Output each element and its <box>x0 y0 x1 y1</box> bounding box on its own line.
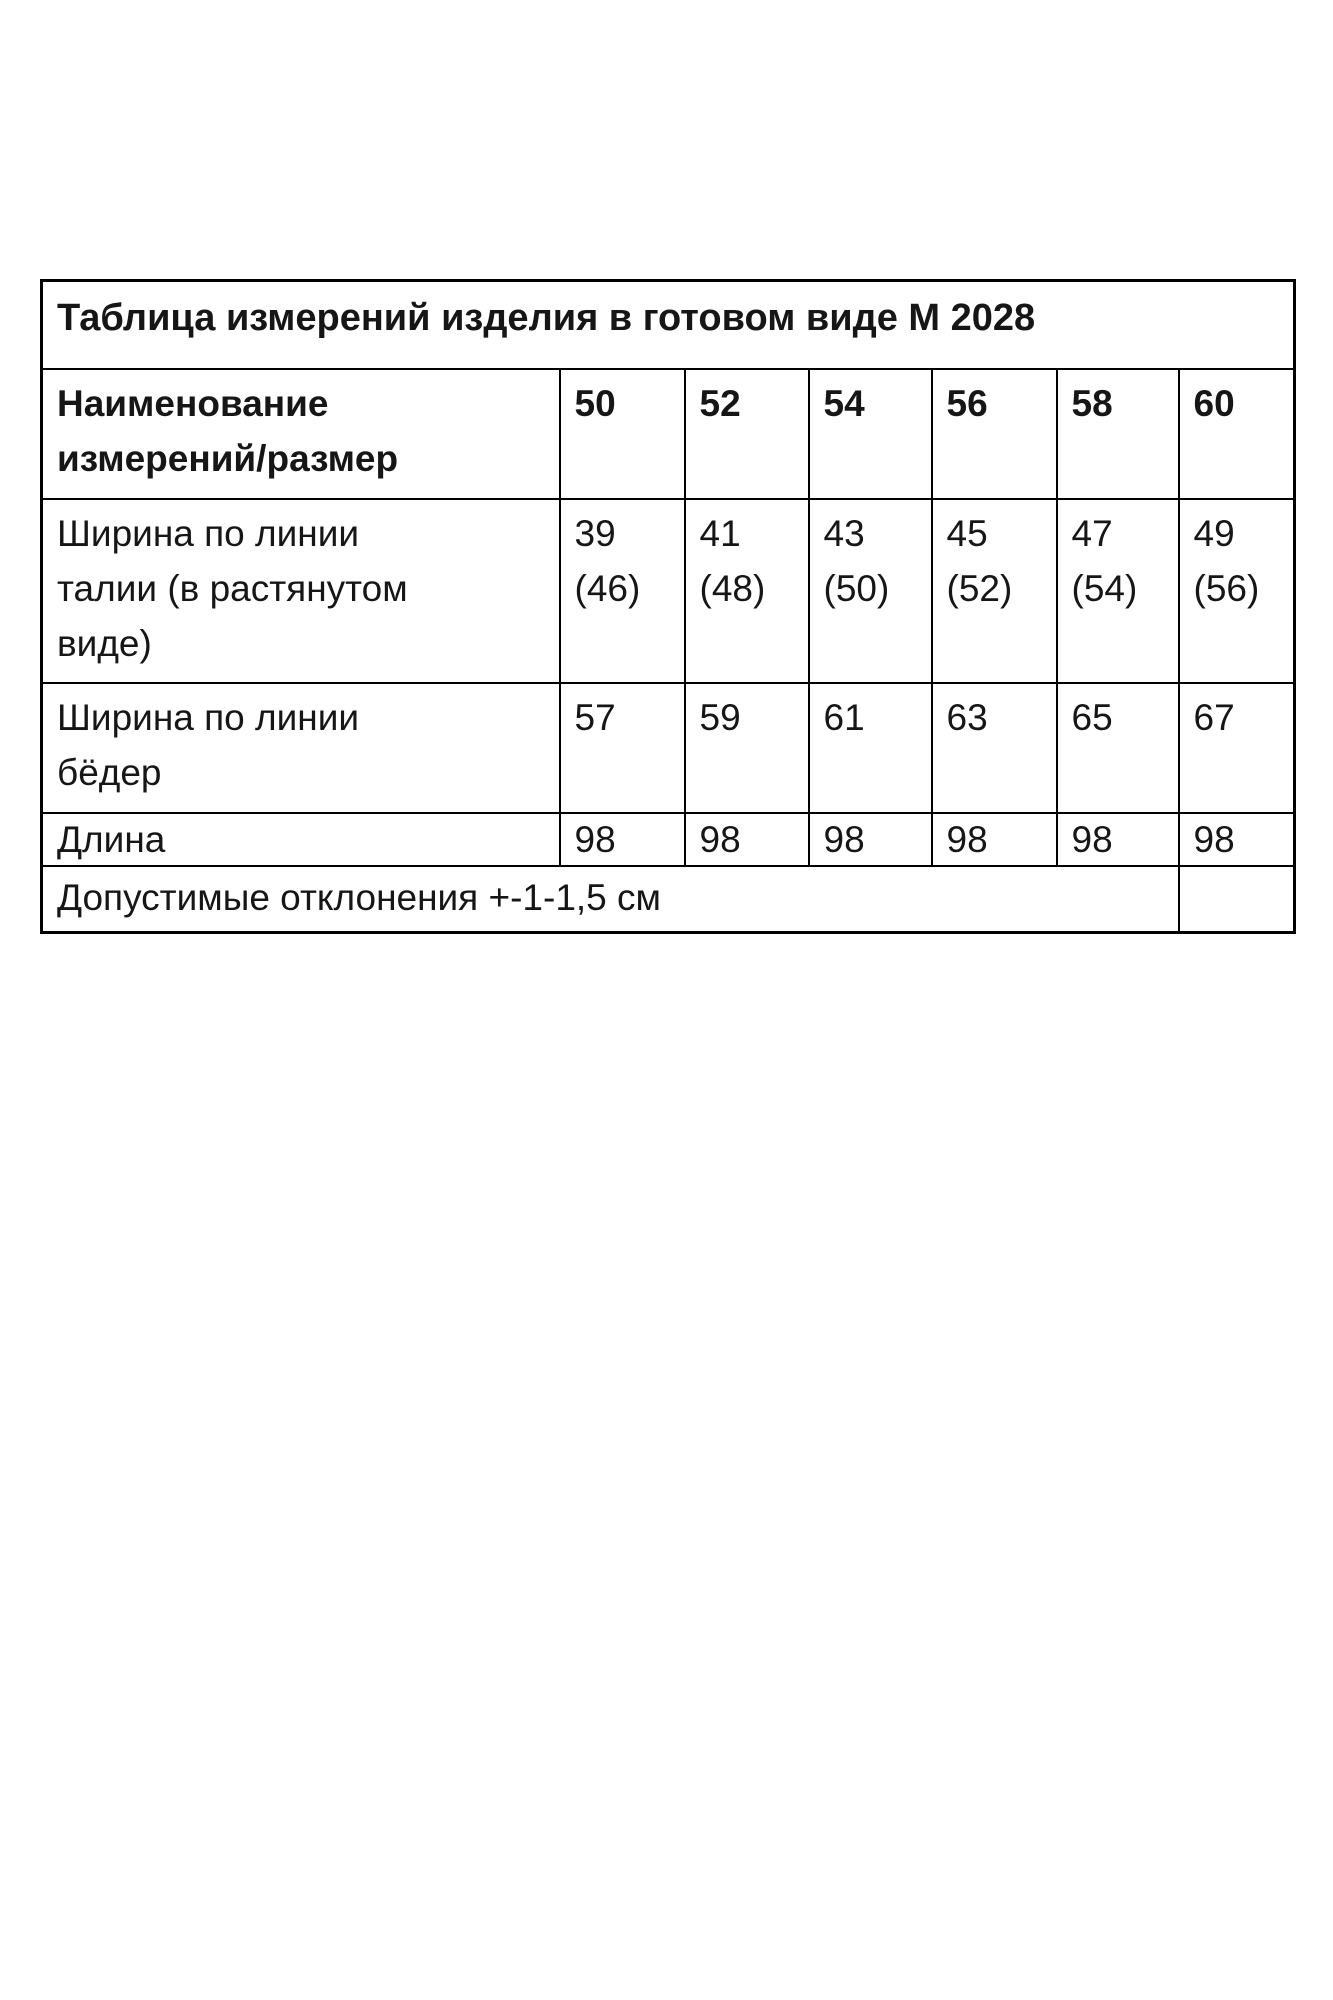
header-size-52: 52 <box>683 368 810 500</box>
table-row-length: Длина 98 98 98 98 98 98 <box>40 812 1296 867</box>
cell-hips-size-60: 67 <box>1177 682 1296 814</box>
table-row-hip-width: Ширина по линии бёдер 57 59 61 63 65 67 <box>40 682 1296 814</box>
cell-hips-size-58: 65 <box>1055 682 1180 814</box>
table-title: Таблица измерений изделия в готовом виде… <box>40 279 1296 370</box>
cell-length-size-54: 98 <box>807 812 933 867</box>
cell-length-size-58: 98 <box>1055 812 1180 867</box>
cell-waist-size-52: 41 (48) <box>683 498 810 684</box>
cell-length-size-60: 98 <box>1177 812 1296 867</box>
tolerance-note: Допустимые отклонения +-1-1,5 см <box>40 865 1180 934</box>
row-label-hip-width: Ширина по линии бёдер <box>40 682 561 814</box>
table-row-tolerance: Допустимые отклонения +-1-1,5 см <box>40 865 1296 934</box>
cell-waist-size-54: 43 (50) <box>807 498 933 684</box>
cell-hips-size-54: 61 <box>807 682 933 814</box>
tolerance-empty-cell <box>1177 865 1296 934</box>
row-label-length: Длина <box>40 812 561 867</box>
header-size-60: 60 <box>1177 368 1296 500</box>
header-size-50: 50 <box>558 368 686 500</box>
measurement-table: Таблица измерений изделия в готовом виде… <box>40 279 1297 934</box>
cell-hips-size-56: 63 <box>930 682 1058 814</box>
row-label-waist-width: Ширина по линии талии (в растянутом виде… <box>40 498 561 684</box>
cell-waist-size-50: 39 (46) <box>558 498 686 684</box>
cell-hips-size-50: 57 <box>558 682 686 814</box>
cell-length-size-56: 98 <box>930 812 1058 867</box>
cell-hips-size-52: 59 <box>683 682 810 814</box>
table-row-title: Таблица измерений изделия в готовом виде… <box>40 279 1296 370</box>
header-size-54: 54 <box>807 368 933 500</box>
table-row-waist-width: Ширина по линии талии (в растянутом виде… <box>40 498 1296 684</box>
cell-waist-size-56: 45 (52) <box>930 498 1058 684</box>
header-size-58: 58 <box>1055 368 1180 500</box>
header-size-56: 56 <box>930 368 1058 500</box>
cell-length-size-52: 98 <box>683 812 810 867</box>
header-name-label: Наименование измерений/размер <box>40 368 561 500</box>
cell-length-size-50: 98 <box>558 812 686 867</box>
cell-waist-size-60: 49 (56) <box>1177 498 1296 684</box>
table-row-header: Наименование измерений/размер 50 52 54 5… <box>40 368 1296 500</box>
cell-waist-size-58: 47 (54) <box>1055 498 1180 684</box>
